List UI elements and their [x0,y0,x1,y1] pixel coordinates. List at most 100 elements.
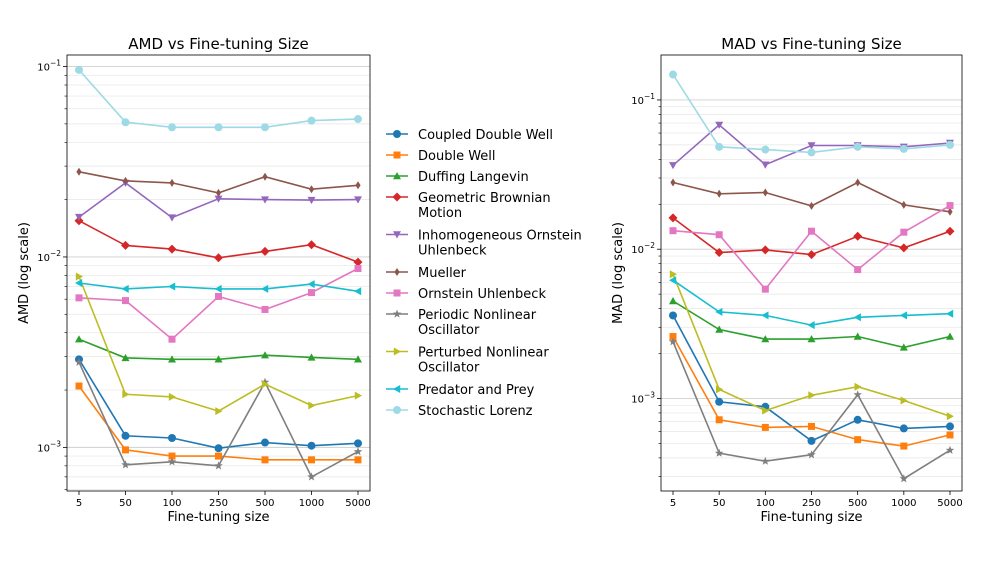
data-point [807,335,816,343]
data-point [261,284,269,293]
legend-entry-ornstein-uhlenbeck: Ornstein Uhlenbeck [386,287,546,302]
data-point [853,313,861,322]
data-point [353,257,363,267]
data-point [900,228,908,236]
data-point [354,439,362,448]
data-point [669,162,677,170]
data-point [76,167,82,176]
data-point [899,343,908,351]
panel-2-chart: 10−1 10−2 10−3 5 50 100 250 500 1000 5000 MAD vs F… [611,35,963,525]
legend-entry-perturbed-nonlinear-oscillator: Perturbed Nonlinear Oscillator [386,346,549,376]
legend-entry-double-well: Double Well [386,149,496,164]
data-point [669,270,677,279]
data-point [307,472,316,481]
data-point [854,266,862,274]
legend-label-line: Inhomogeneous Ornstein [418,229,582,244]
data-point [260,246,270,256]
legend-label: Mueller [418,266,467,281]
data-point [854,436,862,444]
legend-label: Coupled Double Well [418,128,553,143]
data-point [214,123,223,132]
legend-label: Ornstein Uhlenbeck [418,287,546,302]
data-point [214,253,223,263]
legend-label-line: Double Well [418,149,496,164]
data-point [946,412,954,421]
data-point [807,436,816,445]
legend-label: Inhomogeneous Ornstein Uhlenbeck [418,229,582,259]
data-point [214,195,223,203]
x-tick-label: 50 [713,498,726,509]
data-point [168,355,176,363]
x-tick-label: 100 [162,498,181,509]
data-point [716,385,724,394]
data-point [855,178,861,187]
data-point [261,351,269,359]
data-point [75,272,83,281]
y-tick-label: 10−1 [37,59,61,74]
x-tick-label: 1000 [891,498,916,509]
data-point [75,279,83,287]
legend-marker [393,151,401,159]
data-point [715,416,723,424]
data-point [308,289,315,297]
x-tick-label: 250 [802,498,821,509]
x-tick-label: 5 [670,498,676,509]
data-point [168,392,176,401]
data-point [260,377,270,386]
panel-1-y-axis-label: AMD (log scale) [17,222,32,324]
data-point [261,123,269,132]
data-point [669,70,677,79]
data-point [307,196,316,205]
data-point [714,448,724,457]
data-point [261,456,269,464]
panel-2-title: MAD vs Fine-tuning Size [721,35,901,53]
data-point [714,248,724,257]
data-point [761,161,770,169]
legend-label-line: Mueller [418,266,467,281]
data-point [215,407,223,416]
data-point [121,431,130,440]
legend-label: Predator and Prey [418,383,535,398]
data-point [807,321,815,330]
data-point [808,422,815,430]
data-point [214,355,223,363]
series-coupled-double-well [669,311,954,445]
data-point [122,297,129,305]
data-point [807,450,816,459]
legend-label-line: Duffing Langevin [418,170,529,185]
series-double-well [669,333,954,450]
data-point [261,196,269,204]
x-tick-label: 5 [76,498,82,509]
legend-label-line: Ornstein Uhlenbeck [418,287,546,302]
data-point [668,337,678,346]
data-point [168,335,176,343]
data-point [75,382,83,390]
data-point [261,438,269,447]
data-point [354,115,362,124]
legend-label: Double Well [418,149,496,164]
data-point [715,142,724,151]
data-point [214,444,223,453]
x-tick-label: 500 [255,498,274,509]
legend-entry-geometric-brownian-motion: Geometric Brownian Motion [386,191,551,221]
data-point [214,284,222,293]
legend-marker [392,192,402,202]
data-point [354,391,362,400]
data-point [121,118,130,127]
data-point [354,456,362,464]
data-point [808,391,816,400]
data-point [715,397,724,406]
data-point [308,401,316,410]
data-point [168,433,176,442]
data-point [899,144,908,153]
data-point [946,431,954,439]
data-point [761,145,770,154]
legend-label-line: Predator and Prey [418,383,535,398]
legend-label: Geometric Brownian Motion [418,191,551,221]
y-tick-label: 10−3 [37,439,61,454]
data-point [854,382,862,391]
data-point [947,207,953,216]
data-point [669,297,677,305]
legend-marker [393,385,401,393]
x-tick-label: 5000 [937,498,962,509]
